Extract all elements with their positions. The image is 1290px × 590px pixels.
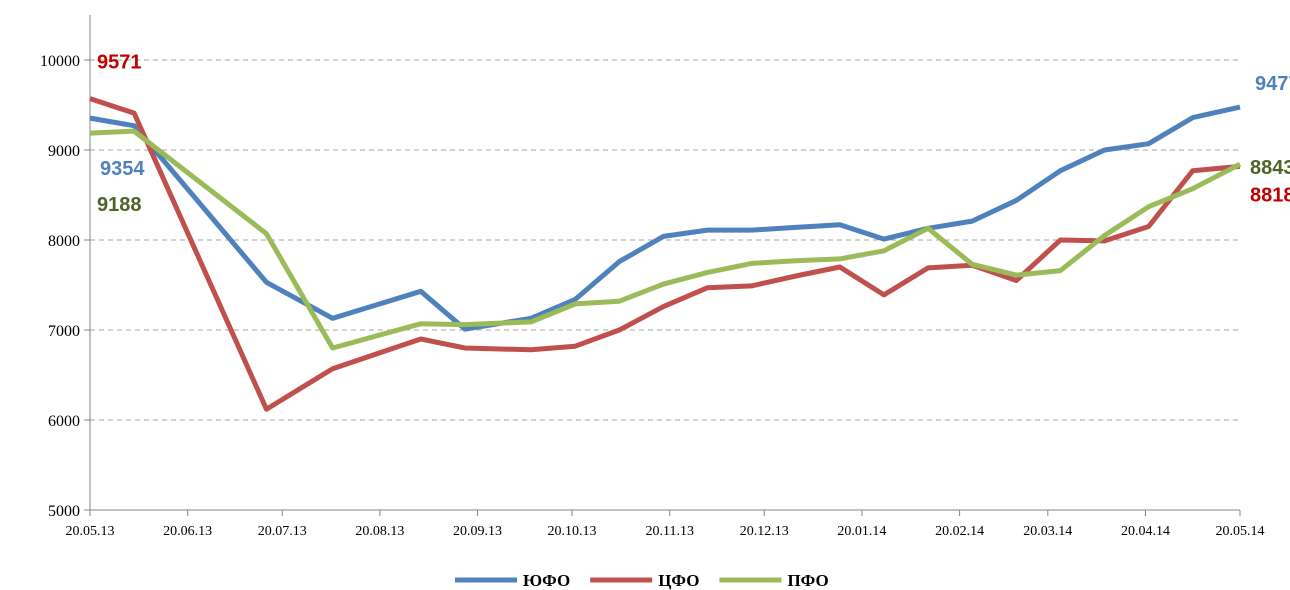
- x-tick-label: 20.02.14: [935, 524, 984, 539]
- x-tick-label: 20.03.14: [1023, 524, 1072, 539]
- line-series: [89, 96, 1241, 412]
- legend-label: ЦФО: [658, 571, 699, 590]
- data-label: 9188: [97, 194, 142, 216]
- legend-label: ЮФО: [523, 571, 570, 590]
- y-tick-label: 9000: [48, 143, 80, 160]
- x-tick-label: 20.12.13: [740, 524, 789, 539]
- x-tick-label: 20.05.13: [66, 524, 115, 539]
- data-label: 8818: [1250, 184, 1290, 206]
- x-tick-label: 20.05.14: [1216, 524, 1265, 539]
- data-label: 8843: [1250, 157, 1290, 179]
- x-tick-label: 20.01.14: [837, 524, 886, 539]
- data-label: 9571: [97, 52, 142, 74]
- data-label: 9354: [100, 158, 145, 180]
- x-tick-label: 20.06.13: [163, 524, 212, 539]
- x-tick-label: 20.10.13: [548, 524, 597, 539]
- x-tick-label: 20.04.14: [1121, 524, 1170, 539]
- line-series: [89, 128, 1242, 351]
- line-series: [89, 104, 1241, 332]
- y-tick-label: 6000: [48, 413, 80, 430]
- y-tick-label: 5000: [48, 503, 80, 520]
- legend-label: ПФО: [787, 571, 828, 590]
- y-tick-label: 8000: [48, 233, 80, 250]
- x-tick-label: 20.07.13: [258, 524, 307, 539]
- x-tick-label: 20.08.13: [355, 524, 404, 539]
- y-tick-label: 7000: [48, 323, 80, 340]
- x-tick-label: 20.09.13: [453, 524, 502, 539]
- y-tick-label: 10000: [40, 53, 80, 70]
- x-tick-label: 20.11.13: [645, 524, 693, 539]
- data-label: 9477: [1255, 73, 1290, 95]
